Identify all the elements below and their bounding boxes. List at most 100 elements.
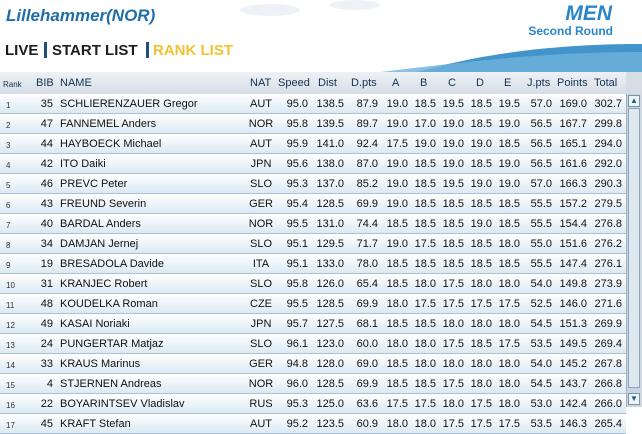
name-cell: ITO Daiki bbox=[60, 158, 106, 170]
a-cell: 19.0 bbox=[386, 178, 408, 190]
rank-cell: 12 bbox=[6, 321, 15, 330]
jpts-cell: 52.5 bbox=[530, 298, 552, 310]
nav-live[interactable]: LIVE bbox=[5, 42, 39, 59]
e-cell: 18.5 bbox=[498, 218, 520, 230]
scroll-up-icon[interactable]: ▲ bbox=[628, 95, 640, 107]
jpts-cell: 54.0 bbox=[530, 358, 552, 370]
rank-cell: 1 bbox=[6, 101, 11, 110]
a-cell: 18.0 bbox=[386, 418, 408, 430]
table-row[interactable]: 9 19 BRESADOLA Davide ITA 95.1 133.0 78.0 18.5 1… bbox=[0, 254, 626, 274]
dpts-cell: 87.0 bbox=[356, 158, 378, 170]
bib-cell: 33 bbox=[40, 358, 53, 370]
col-total: Total bbox=[594, 77, 618, 89]
speed-cell: 95.3 bbox=[286, 178, 308, 190]
name-cell: KRAFT Stefan bbox=[60, 418, 131, 430]
nat-cell: AUT bbox=[250, 138, 272, 150]
e-cell: 18.5 bbox=[498, 198, 520, 210]
speed-cell: 95.2 bbox=[286, 418, 308, 430]
name-cell: STJERNEN Andreas bbox=[60, 378, 162, 390]
col-e: E bbox=[504, 77, 512, 89]
nat-cell: JPN bbox=[250, 318, 272, 330]
d-cell: 17.5 bbox=[470, 418, 492, 430]
table-row[interactable]: 13 24 PUNGERTAR Matjaz SLO 96.1 123.0 60.0 18.0… bbox=[0, 334, 626, 354]
dist-cell: 129.5 bbox=[316, 238, 344, 250]
table-row[interactable]: 4 42 ITO Daiki JPN 95.6 138.0 87.0 19.0 18.5 19.0… bbox=[0, 154, 626, 174]
bib-cell: 44 bbox=[40, 138, 53, 150]
dpts-cell: 68.1 bbox=[356, 318, 378, 330]
col-a: A bbox=[392, 77, 400, 89]
d-cell: 19.0 bbox=[470, 218, 492, 230]
table-row[interactable]: 10 31 KRANJEC Robert SLO 95.8 126.0 65.4 18.5 18… bbox=[0, 274, 626, 294]
name-cell: KOUDELKA Roman bbox=[60, 298, 158, 310]
e-cell: 19.0 bbox=[498, 178, 520, 190]
table-scrollbar[interactable]: ▲ ▼ bbox=[626, 94, 641, 407]
total-cell: 276.1 bbox=[594, 258, 622, 270]
bib-cell: 47 bbox=[40, 118, 53, 130]
b-cell: 18.5 bbox=[414, 158, 436, 170]
total-cell: 273.9 bbox=[594, 278, 622, 290]
col-rank: Rank bbox=[3, 80, 22, 89]
col-points: Points bbox=[557, 77, 588, 89]
table-row[interactable]: 5 46 PREVC Peter SLO 95.3 137.0 85.2 19.0 18.5 19… bbox=[0, 174, 626, 194]
nat-cell: NOR bbox=[248, 378, 274, 390]
total-cell: 279.5 bbox=[594, 198, 622, 210]
bib-cell: 19 bbox=[40, 258, 53, 270]
speed-cell: 95.1 bbox=[286, 258, 308, 270]
dpts-cell: 85.2 bbox=[356, 178, 378, 190]
c-cell: 17.5 bbox=[442, 298, 464, 310]
table-row[interactable]: 11 48 KOUDELKA Roman CZE 95.5 128.5 69.9 18.0 17… bbox=[0, 294, 626, 314]
table-row[interactable]: 2 47 FANNEMEL Anders NOR 95.8 139.5 89.7 19.0 17… bbox=[0, 114, 626, 134]
nat-cell: RUS bbox=[249, 398, 273, 410]
bib-cell: 46 bbox=[40, 178, 53, 190]
e-cell: 18.0 bbox=[498, 318, 520, 330]
jpts-cell: 55.0 bbox=[530, 238, 552, 250]
speed-cell: 95.7 bbox=[286, 318, 308, 330]
table-row[interactable]: 14 33 KRAUS Marinus GER 94.8 128.0 69.0 18.5 18.… bbox=[0, 354, 626, 374]
dist-cell: 138.5 bbox=[316, 98, 344, 110]
c-cell: 18.5 bbox=[442, 218, 464, 230]
e-cell: 18.0 bbox=[498, 378, 520, 390]
a-cell: 19.0 bbox=[386, 98, 408, 110]
nat-cell: NOR bbox=[248, 218, 274, 230]
table-row[interactable]: 12 49 KASAI Noriaki JPN 95.7 127.5 68.1 18.5 18.… bbox=[0, 314, 626, 334]
bib-cell: 43 bbox=[40, 198, 53, 210]
col-bib: BIB bbox=[36, 77, 54, 89]
name-cell: KRANJEC Robert bbox=[60, 278, 148, 290]
table-row[interactable]: 16 22 BOYARINTSEV Vladislav RUS 95.3 125.0 63.… bbox=[0, 394, 626, 414]
nav-start-list[interactable]: START LIST bbox=[52, 42, 138, 59]
points-cell: 151.6 bbox=[559, 238, 587, 250]
c-cell: 18.5 bbox=[442, 198, 464, 210]
name-cell: HAYBOECK Michael bbox=[60, 138, 162, 150]
total-cell: 292.0 bbox=[594, 158, 622, 170]
dpts-cell: 92.4 bbox=[356, 138, 378, 150]
table-row[interactable]: 6 43 FREUND Severin GER 95.4 128.5 69.9 19.0 18.… bbox=[0, 194, 626, 214]
c-cell: 17.5 bbox=[442, 278, 464, 290]
scroll-thumb[interactable] bbox=[628, 108, 640, 388]
e-cell: 19.0 bbox=[498, 158, 520, 170]
table-row[interactable]: 17 45 KRAFT Stefan AUT 95.2 123.5 60.9 18.0 18.0… bbox=[0, 414, 626, 434]
dist-cell: 128.0 bbox=[316, 358, 344, 370]
total-cell: 276.2 bbox=[594, 238, 622, 250]
table-row[interactable]: 15 4 STJERNEN Andreas NOR 96.0 128.5 69.9 18.5 1… bbox=[0, 374, 626, 394]
col-speed: Speed bbox=[278, 77, 310, 89]
a-cell: 18.5 bbox=[386, 218, 408, 230]
name-cell: BARDAL Anders bbox=[60, 218, 141, 230]
nav-rank-list[interactable]: RANK LIST bbox=[153, 42, 233, 59]
table-row[interactable]: 7 40 BARDAL Anders NOR 95.5 131.0 74.4 18.5 18.5… bbox=[0, 214, 626, 234]
a-cell: 18.5 bbox=[386, 318, 408, 330]
b-cell: 18.5 bbox=[414, 378, 436, 390]
dpts-cell: 60.0 bbox=[356, 338, 378, 350]
scroll-down-icon[interactable]: ▼ bbox=[628, 393, 640, 405]
jpts-cell: 57.0 bbox=[530, 98, 552, 110]
d-cell: 18.5 bbox=[470, 238, 492, 250]
table-row[interactable]: 8 34 DAMJAN Jernej SLO 95.1 129.5 71.7 19.0 17.5… bbox=[0, 234, 626, 254]
col-nat: NAT bbox=[250, 77, 272, 89]
jpts-cell: 53.5 bbox=[530, 418, 552, 430]
points-cell: 149.8 bbox=[559, 278, 587, 290]
dist-cell: 131.0 bbox=[316, 218, 344, 230]
c-cell: 18.0 bbox=[442, 318, 464, 330]
name-cell: PUNGERTAR Matjaz bbox=[60, 338, 164, 350]
table-row[interactable]: 3 44 HAYBOECK Michael AUT 95.9 141.0 92.4 17.5 1… bbox=[0, 134, 626, 154]
venue-title: Lillehammer(NOR) bbox=[6, 6, 156, 25]
table-row[interactable]: 1 35 SCHLIERENZAUER Gregor AUT 95.0 138.5 87.9… bbox=[0, 94, 626, 114]
